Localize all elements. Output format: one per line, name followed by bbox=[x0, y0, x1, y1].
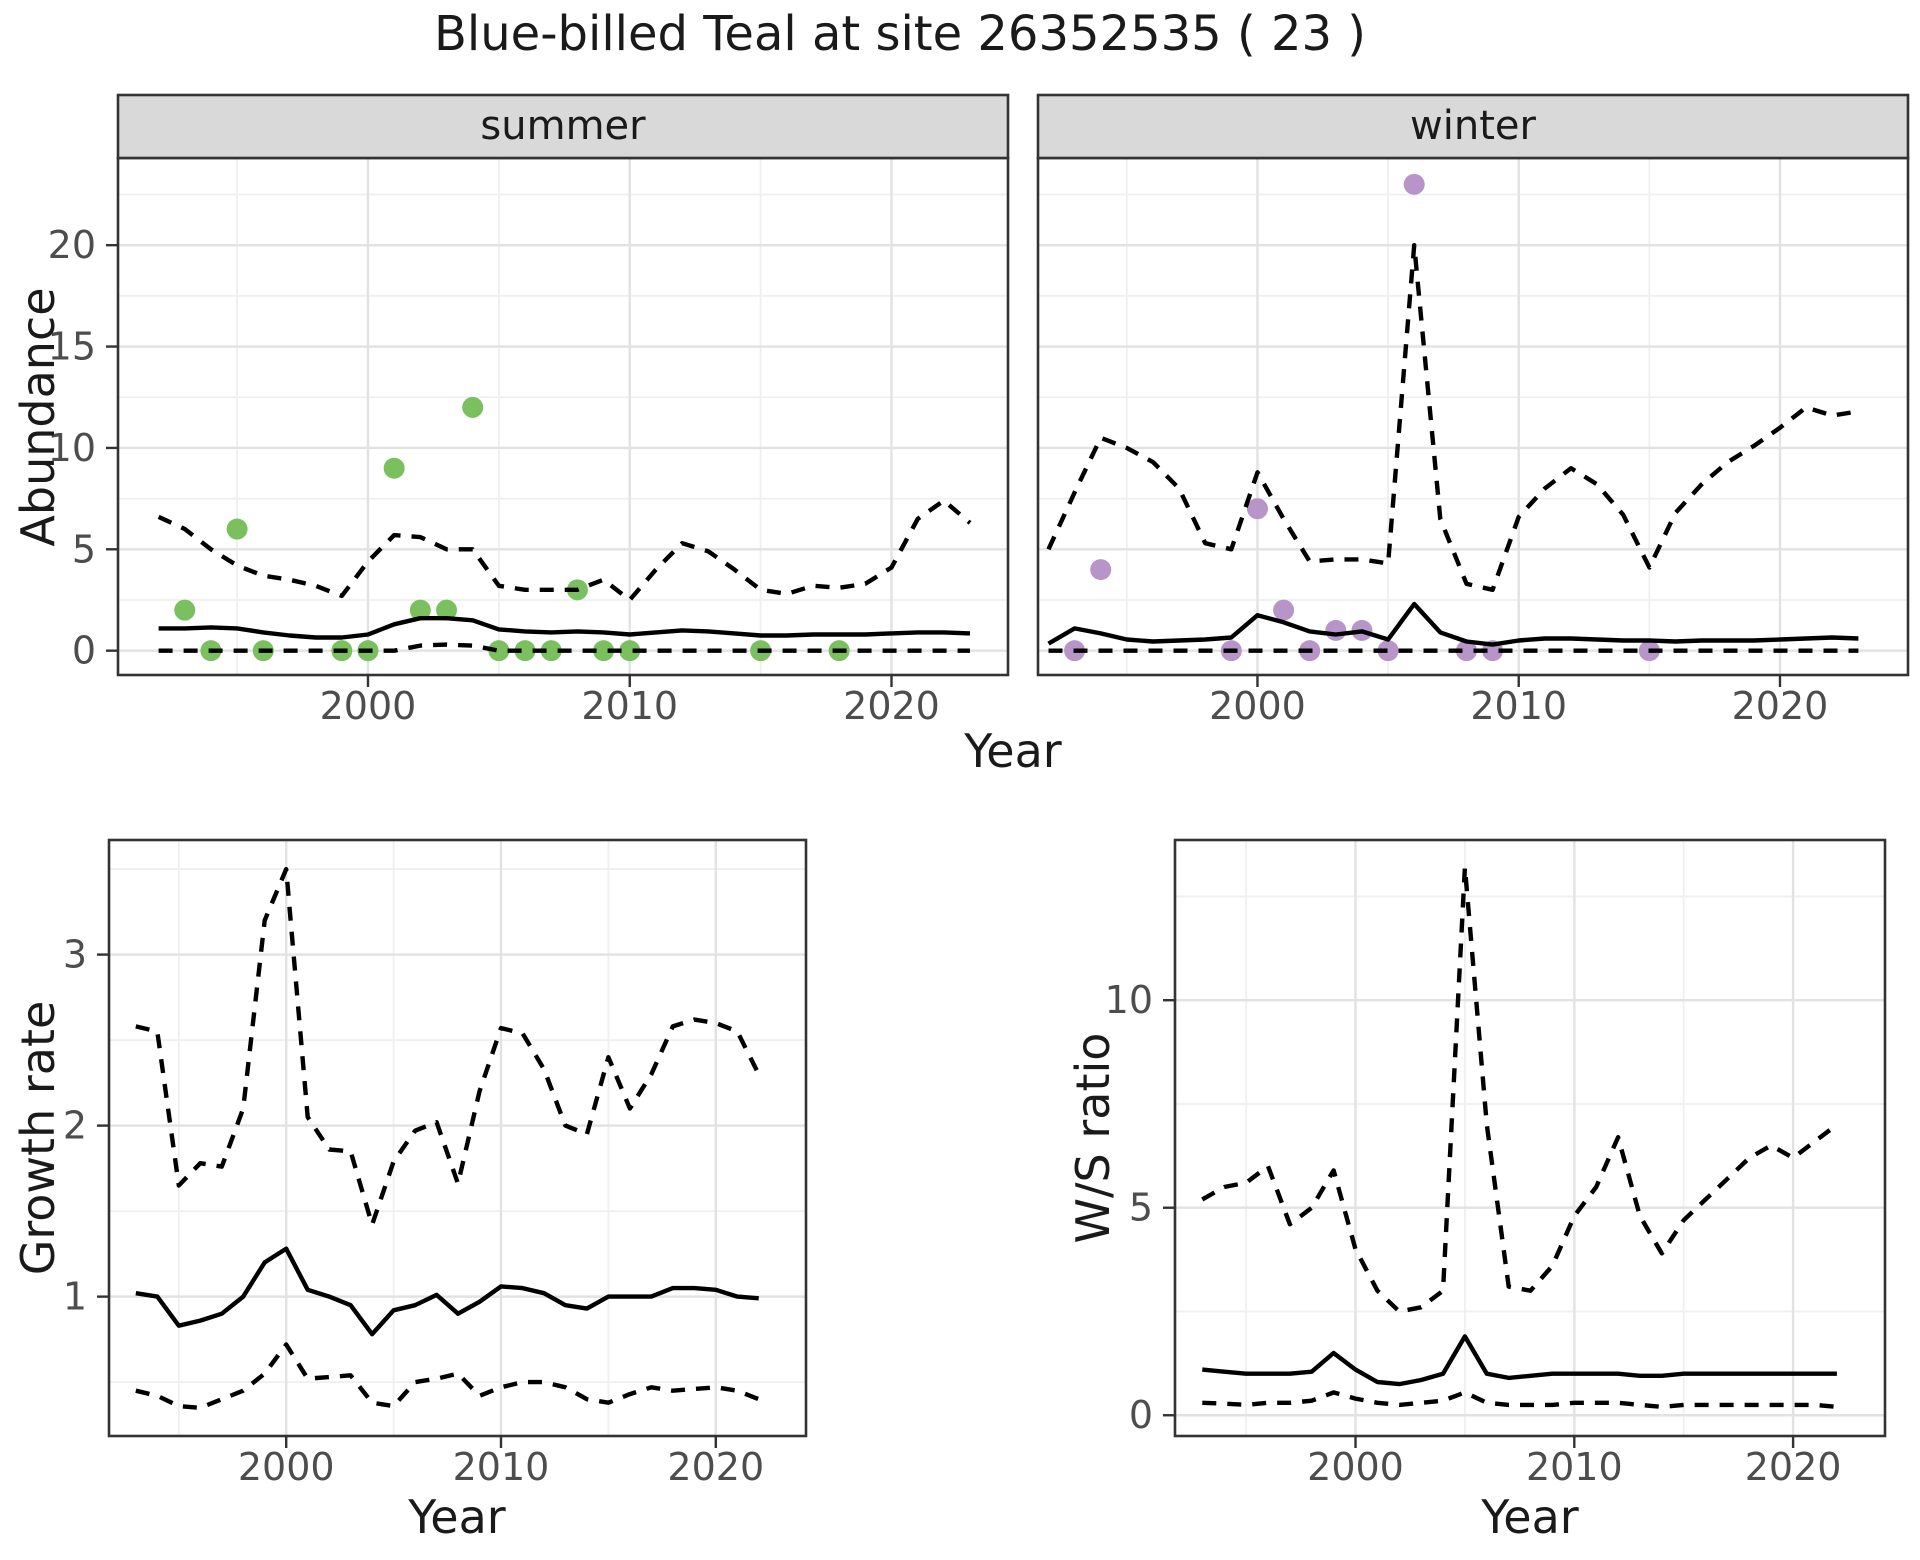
x-tick-label: 2000 bbox=[320, 684, 417, 728]
y-tick-label: 1 bbox=[63, 1275, 87, 1319]
abundance_winter-panel: 2000 2010 2020 bbox=[1036, 93, 1910, 728]
observation-point bbox=[1325, 619, 1347, 641]
x-tick-label: 2020 bbox=[667, 1445, 764, 1489]
abundance_winter-median-line bbox=[1047, 601, 1859, 647]
observation-point bbox=[436, 599, 458, 621]
observation-point bbox=[488, 640, 510, 662]
x-tick-label: 2020 bbox=[843, 684, 940, 728]
y-tick-label: 15 bbox=[48, 325, 96, 369]
ws_ratio-lower_ci-line bbox=[1202, 1390, 1838, 1410]
observation-point bbox=[619, 640, 641, 662]
y-tick-label: 3 bbox=[63, 933, 87, 977]
x-axis-title-abundance: Year bbox=[964, 724, 1062, 778]
observation-point bbox=[462, 396, 484, 418]
y-axis-title-ws-ratio: W/S ratio bbox=[1066, 1032, 1120, 1244]
facet-label-summer: summer bbox=[480, 103, 646, 149]
y-tick-label: 10 bbox=[1105, 978, 1153, 1022]
observation-point bbox=[1246, 498, 1268, 520]
growth_rate-panel: 2000 2010 2020 1 2 3 bbox=[63, 838, 808, 1489]
ws_ratio-median-line bbox=[1202, 1334, 1837, 1387]
ws_ratio-panel: 2000 2010 2020 0 5 10 bbox=[1105, 838, 1887, 1489]
abundance_summer-median-line bbox=[158, 616, 971, 640]
growth_rate-median-line bbox=[135, 1246, 759, 1337]
y-tick-label: 10 bbox=[48, 426, 96, 470]
observation-point bbox=[1403, 173, 1425, 195]
observation-point bbox=[1090, 559, 1112, 581]
facet-strip bbox=[116, 93, 1010, 160]
growth_rate-upper_ci-line bbox=[135, 866, 761, 1227]
x-tick-label: 2010 bbox=[581, 684, 678, 728]
x-tick-label: 2000 bbox=[238, 1445, 335, 1489]
y-tick-label: 0 bbox=[1129, 1393, 1153, 1437]
observation-point bbox=[383, 457, 405, 479]
y-axis-title-growth-rate: Growth rate bbox=[11, 1000, 65, 1276]
x-tick-label: 2020 bbox=[1732, 684, 1829, 728]
figure-title: Blue-billed Teal at site 26352535 ( 23 ) bbox=[433, 6, 1367, 62]
x-tick-label: 2000 bbox=[1307, 1445, 1404, 1489]
observation-point bbox=[593, 640, 615, 662]
x-tick-label: 2010 bbox=[1470, 684, 1567, 728]
observation-point bbox=[514, 640, 536, 662]
y-tick-label: 20 bbox=[48, 223, 96, 267]
abundance_summer-upper_ci-line bbox=[157, 498, 972, 603]
x-axis-title-growth-rate: Year bbox=[408, 1490, 506, 1544]
observation-point bbox=[1377, 640, 1399, 662]
x-tick-label: 2020 bbox=[1745, 1445, 1842, 1489]
y-tick-label: 0 bbox=[72, 629, 96, 673]
observation-point bbox=[174, 599, 196, 621]
observation-point bbox=[1273, 599, 1295, 621]
facet-strip bbox=[1036, 93, 1910, 160]
x-tick-label: 2000 bbox=[1209, 684, 1306, 728]
y-axis-title-abundance: Abundance bbox=[11, 287, 65, 547]
y-tick-label: 2 bbox=[63, 1104, 87, 1148]
y-tick-label: 5 bbox=[1129, 1186, 1153, 1230]
observation-point bbox=[409, 599, 431, 621]
growth_rate-lower_ci-line bbox=[135, 1342, 760, 1410]
x-tick-label: 2010 bbox=[453, 1445, 550, 1489]
x-tick-label: 2010 bbox=[1526, 1445, 1623, 1489]
x-axis-title-ws-ratio: Year bbox=[1481, 1490, 1579, 1544]
abundance_summer-lower_ci-line bbox=[158, 642, 970, 653]
abundance_winter-upper_ci-line bbox=[1046, 242, 1859, 592]
observation-point bbox=[540, 640, 562, 662]
observation-point bbox=[1455, 640, 1477, 662]
facet-label-winter: winter bbox=[1410, 103, 1536, 149]
observation-point bbox=[226, 518, 248, 540]
y-tick-label: 5 bbox=[72, 527, 96, 571]
ws_ratio-upper_ci-line bbox=[1201, 865, 1839, 1314]
abundance_summer-panel: 2000 2010 2020 0 5 10 15 20 bbox=[48, 93, 1010, 728]
